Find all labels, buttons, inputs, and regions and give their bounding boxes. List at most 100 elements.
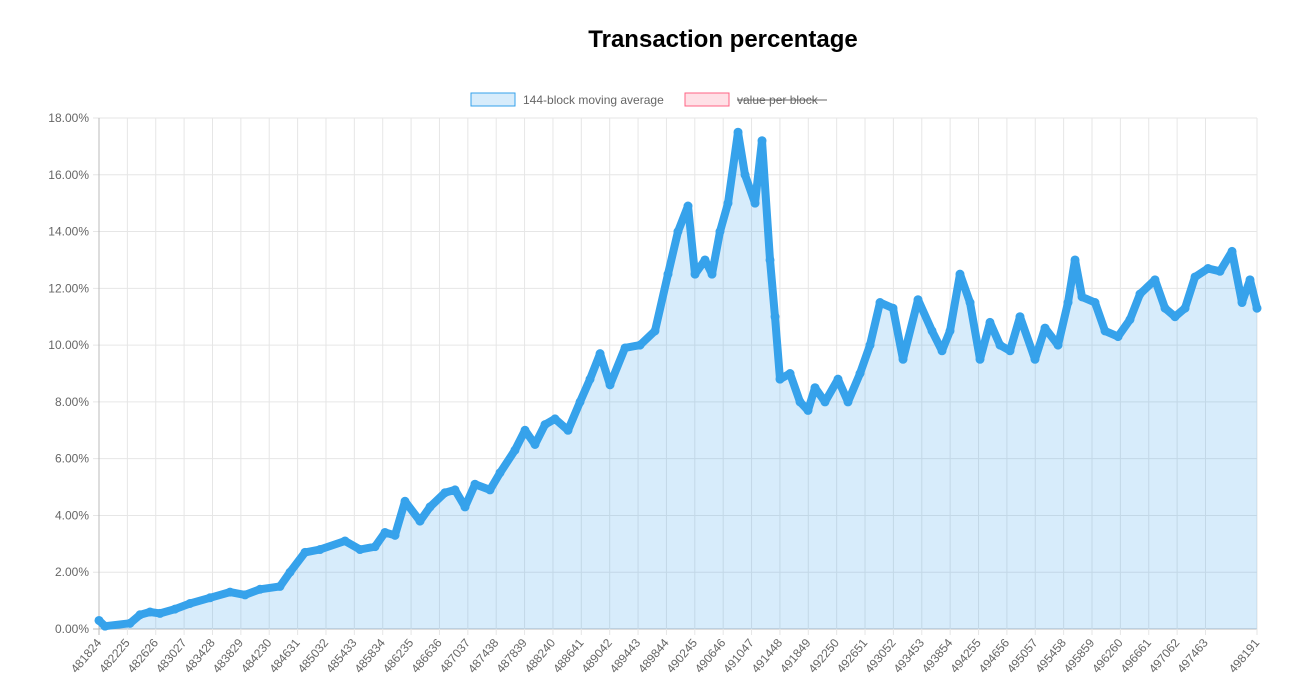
data-point (1180, 303, 1190, 313)
y-tick-label: 0.00% (55, 622, 89, 636)
data-point (820, 397, 830, 407)
data-point (1077, 292, 1087, 302)
data-point (1015, 312, 1025, 322)
data-point (1170, 312, 1180, 322)
y-tick-label: 14.00% (48, 225, 89, 239)
data-point (1227, 246, 1237, 256)
data-point (170, 604, 180, 614)
data-point (700, 255, 710, 265)
plot-area (94, 127, 1262, 631)
data-point (1030, 354, 1040, 364)
data-point (125, 618, 135, 628)
data-point (927, 326, 937, 336)
data-point (1245, 275, 1255, 285)
data-point (875, 298, 885, 308)
data-point (563, 425, 573, 435)
legend-label: 144-block moving average (523, 93, 664, 107)
data-point (898, 354, 908, 364)
data-point (575, 397, 585, 407)
data-point (415, 516, 425, 526)
y-tick-label: 18.00% (48, 111, 89, 125)
data-point (485, 485, 495, 495)
x-tick-label: 497463 (1174, 636, 1211, 676)
data-point (715, 227, 725, 237)
legend-item-moving-average[interactable]: 144-block moving average (470, 92, 664, 107)
data-point (770, 312, 780, 322)
data-point (540, 420, 550, 430)
series-area-fill (99, 132, 1257, 629)
data-point (683, 201, 693, 211)
data-point (595, 349, 605, 359)
data-point (205, 593, 215, 603)
data-point (1125, 315, 1135, 325)
data-point (1160, 303, 1170, 313)
data-point (380, 527, 390, 537)
data-point (1090, 298, 1100, 308)
data-point (1113, 332, 1123, 342)
data-point (690, 269, 700, 279)
data-point (275, 581, 285, 591)
data-point (650, 326, 660, 336)
data-point (585, 374, 595, 384)
data-point (985, 317, 995, 327)
data-point (605, 380, 615, 390)
data-point (370, 542, 380, 552)
data-point (520, 425, 530, 435)
data-point (635, 340, 645, 350)
data-point (300, 547, 310, 557)
data-point (865, 340, 875, 350)
data-point (888, 303, 898, 313)
data-point (1215, 266, 1225, 276)
data-point (620, 343, 630, 353)
data-point (1070, 255, 1080, 265)
data-point (1252, 303, 1262, 313)
data-point (135, 610, 145, 620)
data-point (757, 136, 767, 146)
data-point (1190, 272, 1200, 282)
data-point (355, 545, 365, 555)
data-point (750, 198, 760, 208)
data-point (510, 445, 520, 455)
data-point (945, 326, 955, 336)
data-point (1237, 298, 1247, 308)
data-point (1100, 326, 1110, 336)
data-point (550, 414, 560, 424)
data-point (225, 587, 235, 597)
y-tick-label: 16.00% (48, 168, 89, 182)
legend-swatch (684, 92, 730, 107)
data-point (785, 369, 795, 378)
data-point (440, 488, 450, 498)
data-point (1063, 298, 1073, 308)
data-point (145, 607, 155, 617)
data-point (673, 227, 683, 237)
data-point (855, 369, 865, 378)
data-point (965, 298, 975, 308)
data-point (185, 598, 195, 608)
data-point (240, 590, 250, 600)
chart-title: Transaction percentage (588, 26, 858, 53)
data-point (100, 621, 110, 631)
data-point (530, 439, 540, 449)
data-point (733, 127, 743, 137)
y-tick-label: 6.00% (55, 452, 89, 466)
x-tick-label: 498191 (1226, 636, 1263, 676)
data-point (803, 405, 813, 415)
data-point (390, 530, 400, 540)
data-point (460, 502, 470, 512)
legend-item-value-per-block[interactable]: value per block (684, 92, 827, 107)
data-point (400, 496, 410, 506)
data-point (255, 584, 265, 594)
data-point (765, 255, 775, 265)
data-point (1203, 263, 1213, 273)
data-point (995, 340, 1005, 350)
data-point (795, 397, 805, 407)
legend-swatch (470, 92, 516, 107)
y-tick-label: 8.00% (55, 395, 89, 409)
data-point (1135, 289, 1145, 299)
data-point (1040, 323, 1050, 333)
data-point (775, 374, 785, 384)
data-point (810, 383, 820, 393)
data-point (833, 374, 843, 384)
data-point (155, 608, 165, 618)
